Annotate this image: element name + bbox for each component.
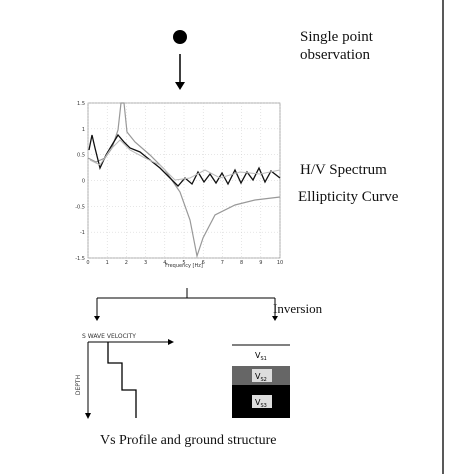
arrow-head — [94, 316, 100, 321]
layer-symbol: V — [255, 372, 261, 381]
x-tick-label: 5 — [182, 260, 185, 266]
x-tick-label: 8 — [240, 260, 243, 266]
observation-point — [173, 30, 187, 44]
layer-symbol: V — [255, 398, 261, 407]
axis-label: DEPTH — [75, 375, 82, 395]
x-tick-label: 0 — [86, 260, 89, 266]
header-line: observation — [300, 47, 370, 63]
header-line: Single point — [300, 29, 374, 45]
label: Inversion — [273, 301, 323, 316]
x-axis-label: Frequency [Hz] — [165, 263, 203, 269]
layer-label-box — [252, 369, 272, 382]
x-tick-label: 1 — [106, 260, 109, 266]
y-tick-label: 1.5 — [77, 101, 85, 107]
x-tick-label: 6 — [202, 260, 205, 266]
layer-subscript: S2 — [260, 377, 266, 383]
label: Ellipticity Curve — [298, 189, 399, 205]
layer-subscript: S1 — [260, 356, 266, 362]
hv-curve — [88, 133, 281, 187]
x-tick-label: 7 — [221, 260, 224, 266]
arrow-head — [85, 413, 91, 419]
y-tick-label: -1 — [80, 230, 85, 236]
axis-label: S WAVE VELOCITY — [82, 333, 136, 340]
layer-label: VS1 — [255, 351, 267, 362]
arrow-head — [168, 339, 174, 345]
y-tick-label: 0 — [82, 179, 85, 185]
arrow-head — [272, 316, 278, 321]
layer-label: VS2 — [255, 372, 267, 383]
hv-plot: 1.510.50-0.5-1-1.50 1 2 3 4 5 6 7 8 9 10 — [75, 101, 283, 266]
label: H/V Spectrum — [300, 162, 387, 178]
layer-label: VS3 — [255, 398, 267, 409]
y-tick-label: -0.5 — [75, 204, 85, 210]
hv-curve-secondary — [89, 139, 281, 181]
tree — [96, 288, 276, 318]
layer-label-box — [252, 395, 272, 408]
x-tick-label: 2 — [125, 260, 128, 266]
x-tick-label: 4 — [163, 260, 166, 266]
y-tick-label: -1.5 — [75, 256, 85, 262]
x-tick-label: 3 — [144, 260, 147, 266]
arrow-head — [175, 82, 185, 90]
y-tick-label: 1 — [82, 127, 85, 133]
layer-symbol: V — [255, 351, 261, 360]
layer-subscript: S3 — [260, 403, 266, 409]
x-tick-label: 9 — [259, 260, 262, 266]
x-tick-label: 10 — [277, 260, 283, 266]
velocity-profile — [107, 342, 137, 418]
caption: Vs Profile and ground structure — [100, 433, 277, 448]
y-tick-label: 0.5 — [77, 153, 85, 159]
